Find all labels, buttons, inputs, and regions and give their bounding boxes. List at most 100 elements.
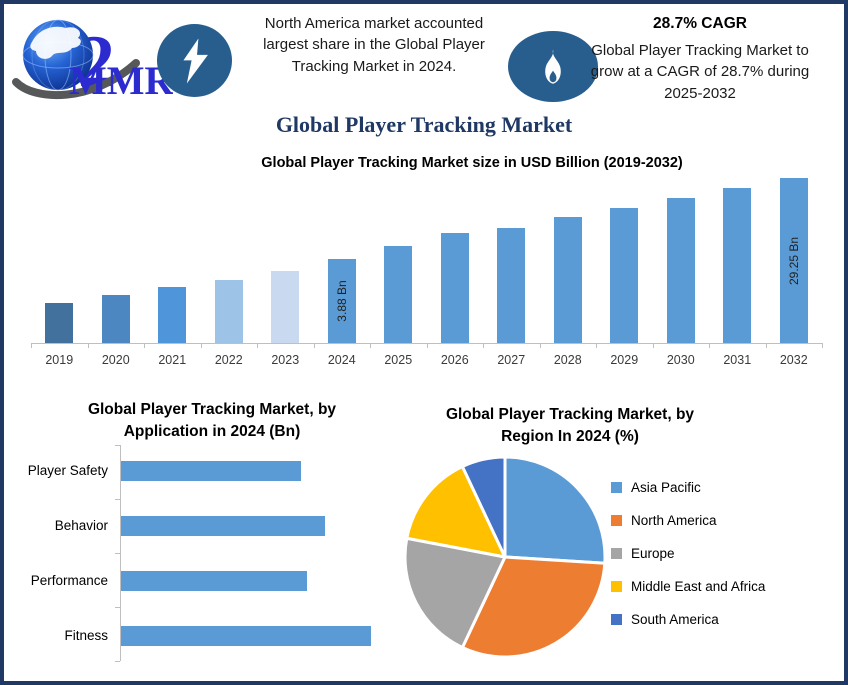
x-axis-tick [87,343,89,348]
x-axis-tick [370,343,371,348]
header-cagr-block: 28.7% CAGR Global Player Tracking Market… [562,15,838,104]
pie-slice-asia-pacific [503,455,607,565]
x-axis-label-2029: 2029 [610,353,639,367]
globe-continent-shape [30,26,81,59]
x-axis-tick [31,343,32,348]
legend-swatch-asia-pacific [611,481,622,493]
bar-fitness [121,626,371,646]
x-axis-tick [426,343,428,348]
bar-player-safety [121,461,301,481]
x-axis-tick [822,343,823,348]
pie-slice-europe [403,536,507,649]
x-axis-tick [539,343,541,348]
bar-2032: 29.25 Bn [779,178,808,343]
x-axis-label-2021: 2021 [158,353,187,367]
legend-label: South America [631,611,719,627]
x-axis-tick [765,343,767,348]
x-axis-label-2025: 2025 [384,353,413,367]
category-label-performance: Performance [30,573,108,588]
x-axis-tick [200,343,202,348]
x-axis-label-2031: 2031 [723,353,752,367]
x-axis-tick [596,343,597,348]
bar-2026 [440,233,469,343]
lightning-badge [157,24,232,97]
application-chart-title: Global Player Tracking Market, by Applic… [87,401,337,440]
bar-behavior [121,516,325,536]
lightning-icon [182,38,208,83]
legend-item-europe: Europe [611,543,765,563]
y-axis-tick [115,661,120,662]
bar-2023 [271,271,300,343]
x-axis-label-2020: 2020 [101,353,130,367]
region-pie-chart [403,455,607,659]
bar-2028 [553,217,582,343]
flame-icon [545,49,561,84]
category-label-fitness: Fitness [64,628,108,643]
x-axis-label-2022: 2022 [214,353,243,367]
bar-performance [121,571,307,591]
bar-2024: 3.88 Bn [327,259,356,343]
legend-label: Europe [631,545,675,561]
legend-swatch-middle-east-and-africa [611,580,622,592]
bar-2022 [214,280,243,343]
legend-item-asia-pacific: Asia Pacific [611,477,765,497]
bar-2029 [610,208,639,343]
legend-label: North America [631,512,717,528]
x-axis-label-2027: 2027 [497,353,526,367]
y-axis-tick [115,553,120,554]
header-right-note: Global Player Tracking Market to grow at… [590,42,810,102]
category-label-player-safety: Player Safety [27,463,108,478]
y-axis-tick [115,607,120,608]
x-axis-tick [709,343,710,348]
legend-swatch-north-america [611,514,622,526]
bar-value-label-2032: 29.25 Bn [786,236,801,285]
x-axis-tick [483,343,484,348]
globe-meridian-line [31,19,85,91]
region-pie-legend: Asia Pacific North America Europe Middle Ea… [611,477,765,642]
cagr-title: 28.7% CAGR [653,15,747,32]
y-axis-tick [115,499,120,500]
pie-slice-middle-east-and-africa [405,465,507,559]
page-title: Global Player Tracking Market [275,112,573,137]
y-axis-tick [115,445,120,446]
x-axis-tick [652,343,654,348]
x-axis-label-2028: 2028 [553,353,582,367]
category-label-behavior: Behavior [54,518,108,533]
bar-2031 [723,188,752,343]
bar-2030 [666,198,695,343]
x-axis-label-2024: 2024 [327,353,356,367]
x-axis-label-2030: 2030 [666,353,695,367]
x-axis-label-2023: 2023 [271,353,300,367]
application-chart-y-axis [120,445,121,661]
header-left-note: North America market accounted largest s… [263,15,485,75]
legend-label: Asia Pacific [631,479,701,495]
legend-item-south-america: South America [611,609,765,629]
x-axis-label-2026: 2026 [440,353,469,367]
application-bar-chart: Player Safety Behavior Performance Fitness [27,445,371,662]
legend-swatch-south-america [611,613,622,625]
bar-2027 [497,228,526,343]
mmr-logo: 2 MMR [12,19,173,103]
legend-item-north-america: North America [611,510,765,530]
x-axis-label-2032: 2032 [779,353,808,367]
x-axis-tick [257,343,258,348]
legend-item-middle-east-and-africa: Middle East and Africa [611,576,765,596]
annual-chart-title: Global Player Tracking Market size in US… [261,155,683,171]
legend-swatch-europe [611,547,622,559]
bar-2021 [158,287,187,343]
flame-badge [508,31,598,102]
logo-orbit-swoosh [12,59,140,100]
pie-slice-south-america [460,455,507,559]
legend-label: Middle East and Africa [631,578,766,594]
x-axis-tick [144,343,145,348]
x-axis-tick [313,343,315,348]
x-axis-label-2019: 2019 [45,353,74,367]
region-chart-title: Global Player Tracking Market, by Region… [445,406,695,445]
logo-text: MMR [69,58,173,103]
bar-2025 [384,246,413,343]
bar-2019 [45,303,74,343]
pie-slice-north-america [460,555,607,659]
bar-2020 [101,295,130,343]
